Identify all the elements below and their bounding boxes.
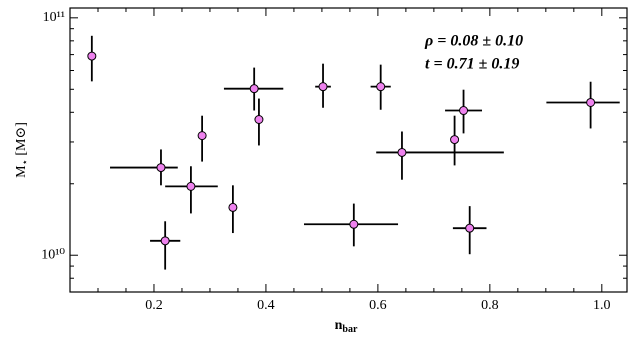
x-tick-label: 0.2 bbox=[145, 298, 163, 313]
plot-frame bbox=[69, 7, 628, 293]
point bbox=[376, 82, 386, 92]
point bbox=[197, 131, 207, 141]
x-axis-label: nbar bbox=[335, 318, 358, 335]
y-axis-label: M⋆ [M⊙] bbox=[14, 122, 31, 178]
x-tick-label: 0.8 bbox=[481, 298, 499, 313]
point bbox=[397, 147, 407, 157]
annotation: t = 0.71 ± 0.19 bbox=[425, 56, 519, 73]
point bbox=[459, 106, 469, 116]
point bbox=[160, 236, 170, 246]
point bbox=[156, 163, 166, 173]
x-label-main: n bbox=[335, 318, 343, 333]
y-label-rest: [M⊙] bbox=[14, 122, 29, 159]
point bbox=[465, 223, 475, 233]
point bbox=[228, 202, 238, 212]
point bbox=[349, 219, 359, 229]
x-tick-label: 0.6 bbox=[369, 298, 387, 313]
point bbox=[586, 97, 596, 107]
x-tick-label: 1.0 bbox=[593, 298, 611, 313]
y-tick-label: 10¹⁰ bbox=[41, 247, 65, 262]
y-label-main: M bbox=[14, 165, 29, 178]
x-tick-label: 0.4 bbox=[257, 298, 275, 313]
point bbox=[318, 82, 328, 92]
annotation: ρ = 0.08 ± 0.10 bbox=[424, 33, 523, 50]
y-tick-label: 10¹¹ bbox=[43, 10, 65, 25]
point bbox=[450, 135, 460, 145]
point bbox=[186, 181, 196, 191]
y-label-sub: ⋆ bbox=[20, 159, 31, 165]
x-label-sub: bar bbox=[342, 324, 358, 335]
point bbox=[87, 51, 97, 61]
point bbox=[249, 84, 259, 94]
point bbox=[254, 115, 264, 125]
